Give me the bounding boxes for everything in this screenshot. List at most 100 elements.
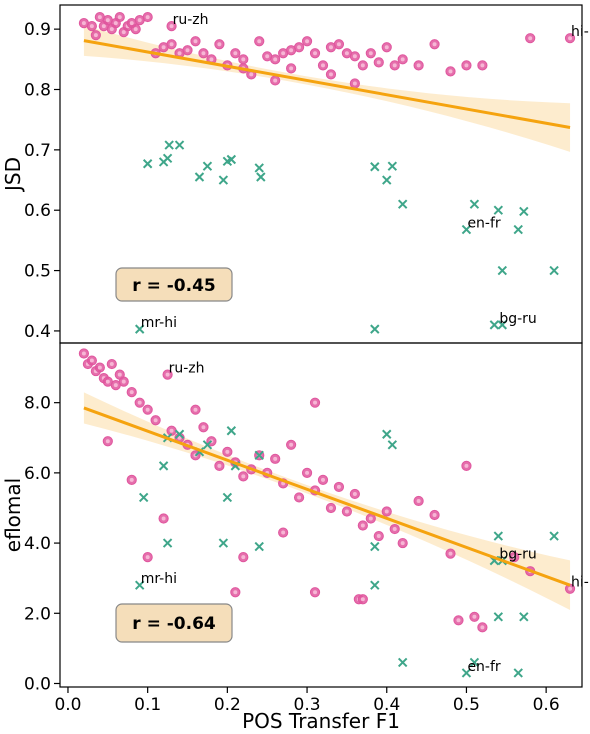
data-point-circle-core [360, 597, 365, 602]
data-point-circle-core [384, 45, 389, 50]
correlation-label: r = -0.64 [132, 614, 216, 634]
data-point-circle-core [177, 435, 182, 440]
data-point-x [194, 172, 205, 182]
data-point-circle-core [528, 36, 533, 41]
correlation-label: r = -0.45 [132, 276, 215, 296]
y-tick-label: 0.5 [24, 262, 51, 282]
data-point-circle-core [89, 358, 94, 363]
data-point-circle-core [313, 590, 318, 595]
data-point-circle-core [93, 33, 98, 38]
data-point-circle-core [89, 24, 94, 29]
data-point-circle-core [165, 372, 170, 377]
data-point-circle-core [392, 63, 397, 68]
data-point-circle-core [81, 351, 86, 356]
data-point-circle-core [336, 42, 341, 47]
data-point-circle-core [273, 57, 278, 62]
y-tick-label: 0.7 [24, 141, 51, 161]
data-point-x [382, 175, 392, 185]
data-point-circle-core [281, 530, 286, 535]
data-point-circle-core [432, 513, 437, 517]
data-point-circle-core [153, 418, 158, 423]
data-point-circle-core [328, 45, 333, 50]
data-point-circle-core [344, 509, 349, 514]
data-point-x [549, 531, 559, 541]
panel-jsd: ru-zh hi-ur en-fr bg-ru mr-hi 0.4 0.5 0.6 0.7 0.… [1, 4, 590, 344]
data-point-circle-core [320, 63, 325, 68]
data-point-x [493, 205, 504, 215]
data-point-circle-core [217, 463, 222, 468]
data-point-circle-core [464, 63, 469, 68]
data-point-circle-core [193, 407, 198, 412]
data-point-circle-core [297, 495, 302, 500]
data-point-x [461, 668, 472, 678]
data-point-x [370, 580, 380, 590]
data-point-x [513, 668, 523, 678]
data-point-x [519, 612, 529, 622]
data-point-circle-core [109, 362, 114, 367]
data-point-x [138, 492, 149, 503]
data-point-x [222, 492, 233, 503]
data-point-circle-core [273, 78, 278, 83]
y-axis-label: eflomal [1, 478, 25, 552]
data-point-circle-core [297, 45, 302, 50]
data-point-x [226, 426, 237, 436]
data-point-circle-core [376, 534, 381, 539]
data-point-circle-core [193, 39, 198, 44]
y-tick-label: 0.6 [24, 201, 51, 221]
point-annotation: mr-hi [141, 315, 177, 331]
data-point-x [218, 538, 229, 548]
data-point-x [134, 580, 145, 590]
data-point-circle-core [480, 625, 485, 630]
data-point-circle-core [368, 516, 373, 521]
data-point-circle-core [137, 400, 142, 405]
data-point-x [387, 161, 398, 171]
data-point-circle-core [368, 51, 373, 56]
data-point-circle-core [121, 379, 126, 384]
data-point-x [519, 206, 529, 217]
data-point-circle-core [384, 509, 389, 514]
data-point-circle-core [400, 541, 405, 546]
data-point-circle-core [289, 442, 294, 447]
data-point-x [469, 199, 480, 209]
x-tick-label: 0.1 [134, 695, 161, 715]
data-point-x [256, 172, 266, 182]
data-point-circle-core [129, 21, 134, 26]
point-annotation: mr-hi [141, 571, 177, 587]
data-point-x [134, 324, 145, 334]
data-point-circle-core [305, 39, 310, 44]
y-tick-label: 0.0 [24, 674, 51, 694]
data-point-x [382, 429, 392, 439]
data-point-circle-core [145, 15, 150, 20]
data-point-circle-core [169, 42, 174, 47]
y-tick-label: 6.0 [24, 464, 51, 484]
data-point-x [489, 320, 500, 330]
y-tick-label: 0.4 [24, 322, 51, 342]
data-point-x [202, 440, 213, 450]
data-point-circle-core [472, 614, 477, 619]
point-annotation: bg-ru [499, 547, 536, 563]
data-point-circle-core [117, 372, 122, 377]
data-point-circle-core [133, 27, 138, 32]
data-point-circle-core [257, 39, 262, 44]
data-point-x [254, 163, 264, 173]
y-tick-label: 0.9 [24, 20, 51, 40]
data-point-circle-core [225, 449, 230, 454]
data-point-circle-core [109, 27, 114, 32]
point-annotation: en-fr [467, 659, 500, 675]
data-point-circle-core [161, 516, 166, 521]
data-point-circle-core [313, 400, 318, 405]
data-point-circle-core [512, 555, 517, 560]
y-tick-label: 4.0 [24, 534, 51, 554]
data-point-circle-core [289, 66, 294, 71]
data-point-circle-core [121, 30, 126, 35]
x-tick-label: 0.0 [54, 695, 81, 715]
data-point-x [469, 657, 480, 668]
data-point-circle-core [344, 51, 349, 56]
data-point-circle-core [336, 484, 341, 489]
data-point-x [513, 224, 523, 235]
data-point-circle-core [360, 63, 365, 68]
x-tick-label: 0.5 [453, 695, 480, 715]
point-annotation: hi-ur [571, 575, 590, 591]
data-point-x [164, 140, 174, 150]
data-point-circle-core [169, 428, 174, 433]
